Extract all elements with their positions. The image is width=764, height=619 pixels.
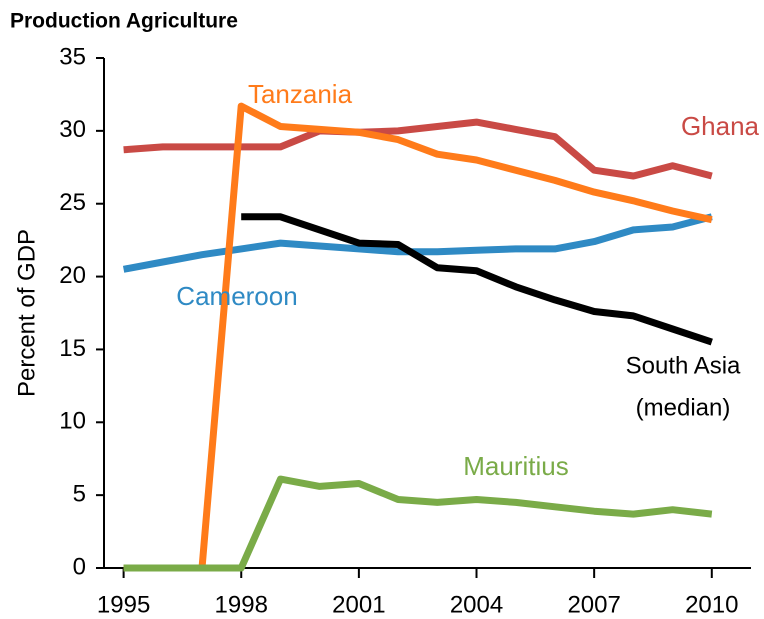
y-tick-label: 10 xyxy=(59,408,86,435)
annotation: South Asia xyxy=(626,352,741,379)
y-tick-label: 0 xyxy=(73,553,86,580)
series-line xyxy=(241,213,713,346)
y-tick-label: 25 xyxy=(59,189,86,216)
annotation: Mauritius xyxy=(463,451,568,481)
annotation: Tanzania xyxy=(248,79,353,109)
y-tick-label: 35 xyxy=(59,43,86,70)
series-line xyxy=(123,102,713,572)
series-line xyxy=(122,213,713,273)
x-tick-label: 2001 xyxy=(332,591,385,618)
x-tick-label: 1995 xyxy=(97,591,150,618)
series-line xyxy=(123,475,713,572)
y-axis-label: Percent of GDP xyxy=(13,229,40,397)
plot-area: 0 5 10 15 20 25 30 35 1995 1998 2001 2004 2007 2010 xyxy=(59,43,751,618)
x-tick-label: 1998 xyxy=(215,591,268,618)
y-tick-label: 30 xyxy=(59,116,86,143)
series-line xyxy=(123,118,713,180)
x-tick-label: 2010 xyxy=(685,591,738,618)
chart-title: Production Agriculture xyxy=(10,10,238,33)
x-tick-label: 2007 xyxy=(567,591,620,618)
annotation: Ghana xyxy=(681,111,760,141)
y-tick-label: 15 xyxy=(59,335,86,362)
x-tick-label: 2004 xyxy=(450,591,503,618)
annotation: Cameroon xyxy=(176,281,297,311)
y-tick-label: 20 xyxy=(59,262,86,289)
y-tick-label: 5 xyxy=(73,480,86,507)
annotation: (median) xyxy=(636,394,731,421)
